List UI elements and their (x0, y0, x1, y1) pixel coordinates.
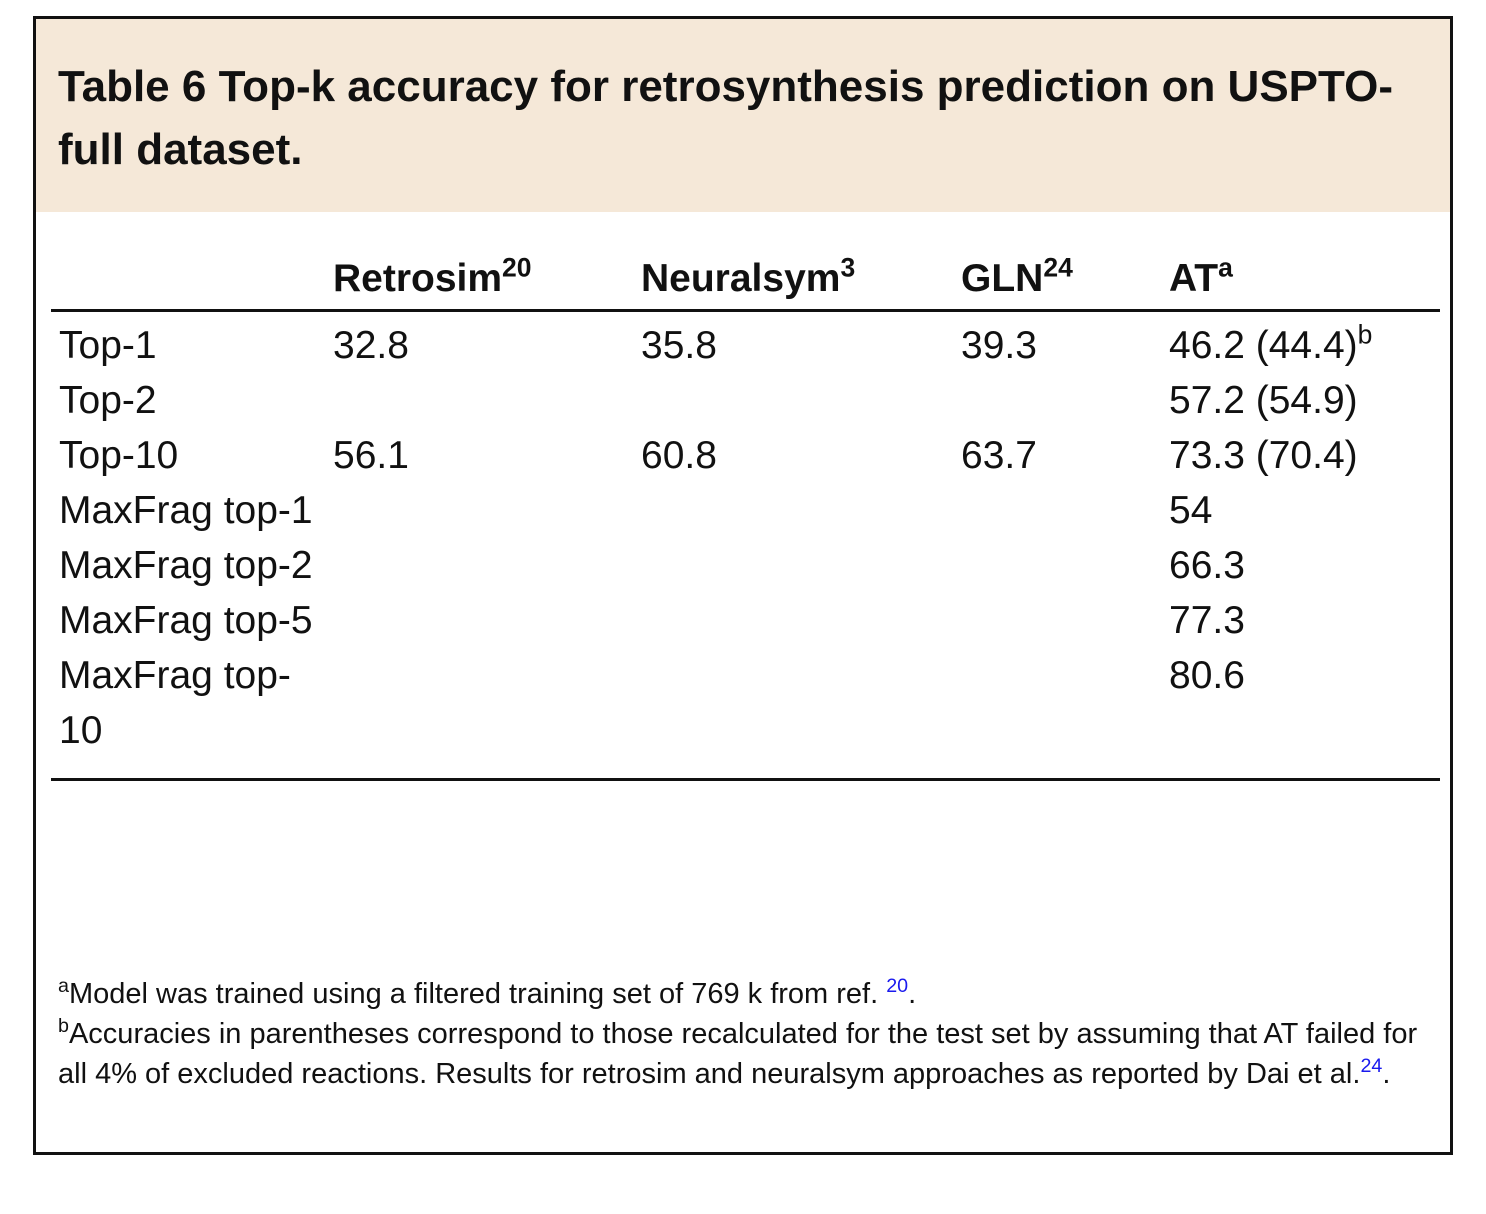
cell-value: 32.8 (333, 324, 409, 367)
cell-value: 60.8 (641, 434, 717, 477)
cell-value: 56.1 (333, 434, 409, 477)
cell (325, 483, 633, 538)
cell: 60.8 (633, 428, 953, 483)
cell (953, 538, 1161, 593)
cell-value: 77.3 (1169, 599, 1245, 642)
cell: 57.2 (54.9) (1161, 373, 1440, 428)
table-row: MaxFrag top-10 80.6 (51, 648, 1440, 781)
table-row: Top-10 56.1 60.8 63.7 73.3 (70.4) (51, 428, 1440, 483)
cell (953, 648, 1161, 781)
cell-value: 57.2 (54.9) (1169, 379, 1358, 422)
header-corner (51, 247, 325, 312)
column-header: Retrosim20 (325, 247, 633, 312)
column-name: Retrosim (333, 257, 503, 300)
table-row: MaxFrag top-5 77.3 (51, 593, 1440, 648)
cell (953, 593, 1161, 648)
footnote: aModel was trained using a filtered trai… (58, 974, 1428, 1014)
column-header: ATa (1161, 247, 1440, 312)
column-name: AT (1169, 257, 1219, 300)
cell: 66.3 (1161, 538, 1440, 593)
footnotes: aModel was trained using a filtered trai… (58, 974, 1428, 1094)
cell (633, 593, 953, 648)
cell-value: 73.3 (70.4) (1169, 434, 1358, 477)
cell-value: 80.6 (1169, 654, 1245, 697)
cell (325, 538, 633, 593)
footnote-text: Model was trained using a filtered train… (68, 978, 887, 1010)
column-ref: a (1218, 252, 1233, 283)
table-row: MaxFrag top-2 66.3 (51, 538, 1440, 593)
column-name: Neuralsym (641, 257, 841, 300)
cell: 77.3 (1161, 593, 1440, 648)
footnote-end: . (1382, 1058, 1391, 1090)
cell (325, 648, 633, 781)
title-band: Table 6 Top-k accuracy for retrosynthesi… (36, 19, 1450, 212)
column-header: Neuralsym3 (633, 247, 953, 312)
cell: 32.8 (325, 311, 633, 374)
row-label: MaxFrag top-5 (59, 599, 313, 642)
cell (633, 483, 953, 538)
cell-value: 35.8 (641, 324, 717, 367)
row-label: MaxFrag top-1 (59, 489, 313, 532)
cell-value: 63.7 (961, 434, 1037, 477)
row-label: Top-1 (59, 324, 157, 367)
column-name: GLN (961, 257, 1044, 300)
footnote-mark: a (58, 975, 69, 998)
cell (633, 538, 953, 593)
cell (953, 483, 1161, 538)
cell: 73.3 (70.4) (1161, 428, 1440, 483)
cell: 56.1 (325, 428, 633, 483)
cell (325, 373, 633, 428)
cell (633, 648, 953, 781)
cell-note: b (1357, 319, 1373, 350)
cell-value: 54 (1169, 489, 1213, 532)
column-header: GLN24 (953, 247, 1161, 312)
header-row: Retrosim20 Neuralsym3 GLN24 ATa (51, 247, 1440, 312)
table-row: MaxFrag top-1 54 (51, 483, 1440, 538)
cell (633, 373, 953, 428)
cell: 54 (1161, 483, 1440, 538)
table-row: Top-2 57.2 (54.9) (51, 373, 1440, 428)
footnote-text: Accuracies in parentheses correspond to … (58, 1018, 1418, 1090)
table-body: Top-1 32.8 35.8 39.3 46.2 (44.4)b Top-2 57.2 (… (51, 311, 1440, 781)
cell: 63.7 (953, 428, 1161, 483)
table-row: Top-1 32.8 35.8 39.3 46.2 (44.4)b (51, 311, 1440, 374)
column-ref: 20 (502, 252, 532, 283)
row-label: MaxFrag top-10 (51, 648, 325, 781)
cell-value: 46.2 (44.4) (1169, 324, 1358, 367)
footnote-ref: 24 (1360, 1055, 1383, 1078)
cell-value: 39.3 (961, 324, 1037, 367)
data-table: Retrosim20 Neuralsym3 GLN24 ATa Top-1 32.8 35… (51, 247, 1440, 781)
table-card: Table 6 Top-k accuracy for retrosynthesi… (33, 16, 1453, 1155)
footnote: bAccuracies in parentheses correspond to… (58, 1014, 1428, 1094)
cell: 39.3 (953, 311, 1161, 374)
row-label: MaxFrag top-2 (59, 544, 313, 587)
footnote-ref: 20 (886, 975, 909, 998)
row-label: Top-10 (59, 434, 179, 477)
cell: 80.6 (1161, 648, 1440, 781)
cell: 35.8 (633, 311, 953, 374)
column-ref: 3 (840, 252, 856, 283)
footnote-mark: b (58, 1015, 69, 1038)
cell (953, 373, 1161, 428)
table-title: Table 6 Top-k accuracy for retrosynthesi… (58, 62, 1393, 174)
cell (325, 593, 633, 648)
cell-value: 66.3 (1169, 544, 1245, 587)
footnote-end: . (908, 978, 917, 1010)
column-ref: 24 (1043, 252, 1073, 283)
cell: 46.2 (44.4)b (1161, 311, 1440, 374)
row-label: Top-2 (59, 379, 157, 422)
